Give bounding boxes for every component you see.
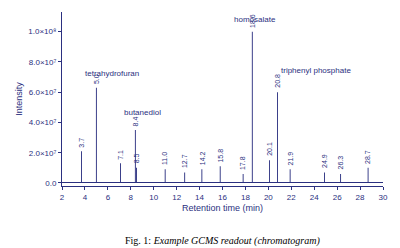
svg-text:10: 10 xyxy=(149,193,158,202)
svg-text:3.7: 3.7 xyxy=(78,138,85,148)
svg-text:homosalate: homosalate xyxy=(234,15,276,24)
svg-text:Intensity: Intensity xyxy=(14,82,24,116)
svg-text:4.0×10⁷: 4.0×10⁷ xyxy=(29,118,57,127)
svg-text:22: 22 xyxy=(287,193,296,202)
svg-text:15.8: 15.8 xyxy=(217,149,224,163)
svg-text:20.1: 20.1 xyxy=(266,142,273,156)
svg-text:5.0: 5.0 xyxy=(93,74,100,84)
svg-text:1.0×10⁸: 1.0×10⁸ xyxy=(28,27,56,36)
svg-text:6: 6 xyxy=(106,193,111,202)
svg-text:26: 26 xyxy=(333,193,342,202)
svg-text:28: 28 xyxy=(356,193,365,202)
svg-text:tetrahydrofuran: tetrahydrofuran xyxy=(85,69,139,78)
svg-text:14.2: 14.2 xyxy=(199,151,206,165)
svg-text:24.9: 24.9 xyxy=(321,154,328,168)
svg-text:2: 2 xyxy=(60,193,65,202)
svg-text:28.7: 28.7 xyxy=(364,150,371,164)
svg-text:17.8: 17.8 xyxy=(239,156,246,170)
svg-text:6.0×10⁷: 6.0×10⁷ xyxy=(29,88,57,97)
svg-text:18: 18 xyxy=(241,193,250,202)
svg-text:4: 4 xyxy=(83,193,88,202)
svg-text:16: 16 xyxy=(218,193,227,202)
svg-text:Fig. 1: Example GCMS readout (: Fig. 1: Example GCMS readout (chromatogr… xyxy=(125,235,320,247)
svg-text:8: 8 xyxy=(129,193,134,202)
svg-text:26.3: 26.3 xyxy=(337,156,344,170)
svg-text:0.0: 0.0 xyxy=(45,179,57,188)
svg-text:18.6: 18.6 xyxy=(249,14,256,28)
svg-text:20: 20 xyxy=(264,193,273,202)
svg-text:butanediol: butanediol xyxy=(124,108,161,117)
svg-text:12.7: 12.7 xyxy=(181,154,188,168)
svg-text:7.1: 7.1 xyxy=(117,150,124,160)
svg-text:14: 14 xyxy=(195,193,204,202)
svg-text:11.0: 11.0 xyxy=(161,152,168,165)
svg-text:8.0×10⁷: 8.0×10⁷ xyxy=(29,58,57,67)
svg-text:8.5: 8.5 xyxy=(133,154,140,164)
svg-text:2.0×10⁷: 2.0×10⁷ xyxy=(29,149,57,158)
svg-text:12: 12 xyxy=(172,193,181,202)
svg-text:30: 30 xyxy=(379,193,388,202)
svg-text:21.9: 21.9 xyxy=(287,152,294,166)
svg-text:Retention time (min): Retention time (min) xyxy=(182,203,263,213)
svg-text:24: 24 xyxy=(310,193,319,202)
svg-text:8.4: 8.4 xyxy=(132,117,139,127)
svg-text:20.8: 20.8 xyxy=(274,74,281,88)
svg-text:triphenyl phosphate: triphenyl phosphate xyxy=(281,66,351,75)
